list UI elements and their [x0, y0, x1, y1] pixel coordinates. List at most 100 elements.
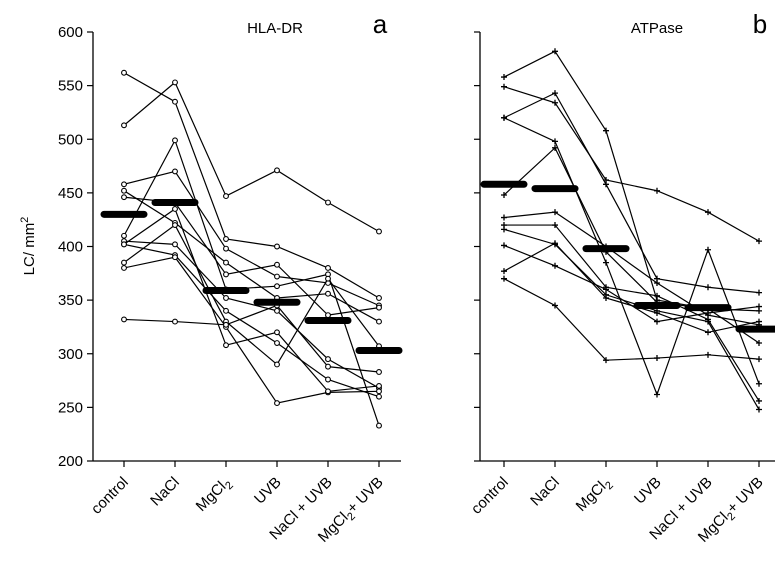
data-point: [172, 98, 178, 105]
x-tick-label-part: + UVB: [724, 474, 767, 517]
series-line: [503, 228, 760, 410]
panel-letter: a: [373, 9, 388, 39]
x-tick-label-part: UVB: [251, 474, 285, 508]
data-point: [172, 206, 178, 212]
x-tick-label-part: NaCl: [147, 474, 183, 510]
series-line: [503, 92, 760, 294]
data-point: [121, 194, 127, 201]
data-point: [325, 265, 331, 271]
y-tick-label: 600: [58, 24, 83, 41]
data-point: [552, 90, 558, 97]
y-tick-label: 400: [58, 239, 83, 256]
data-point: [223, 342, 229, 349]
y-axis-title: LC/ mm2: [19, 217, 38, 276]
data-point: [172, 254, 178, 261]
data-point: [121, 122, 127, 129]
x-tick-label: NaCl: [147, 474, 183, 510]
panel-letter: b: [753, 9, 767, 39]
data-point: [376, 318, 382, 325]
data-point: [325, 199, 331, 206]
x-tick-label-part: + UVB: [344, 474, 387, 517]
data-point: [325, 312, 331, 319]
data-point: [501, 275, 507, 282]
data-point: [705, 351, 711, 358]
data-point: [654, 391, 660, 398]
data-point: [603, 127, 609, 134]
data-point: [376, 382, 382, 389]
data-point: [223, 321, 229, 328]
data-point: [325, 363, 331, 370]
data-point: [376, 388, 382, 395]
data-point: [274, 273, 280, 280]
data-point: [756, 289, 762, 296]
data-point: [223, 307, 229, 314]
data-point: [756, 340, 762, 347]
data-point: [756, 406, 762, 413]
x-tick-label-part: control: [88, 474, 132, 518]
panel-a: 200 250 300 350 400 450 500 550 600 control NaCl Mg…: [19, 9, 403, 546]
data-point: [223, 259, 229, 266]
series-line: [123, 170, 380, 307]
x-tick-label: NaCl: [527, 474, 563, 510]
data-point: [552, 48, 558, 55]
data-point: [501, 114, 507, 121]
data-point: [121, 232, 127, 239]
data-point: [274, 167, 280, 174]
data-point: [325, 356, 331, 363]
data-point: [603, 294, 609, 301]
series-line: [123, 304, 380, 373]
series-line: [503, 211, 760, 326]
data-point: [552, 262, 558, 269]
data-point: [705, 284, 711, 291]
data-point: [223, 271, 229, 278]
data-point: [274, 361, 280, 368]
data-point: [172, 168, 178, 175]
data-point: [501, 83, 507, 90]
data-point: [376, 228, 382, 235]
data-point: [552, 209, 558, 216]
data-point: [325, 290, 331, 297]
data-point: [501, 192, 507, 199]
data-point: [274, 261, 280, 268]
data-point: [705, 209, 711, 216]
y-tick-label: 300: [58, 346, 83, 363]
data-point: [603, 259, 609, 266]
data-point: [172, 318, 178, 325]
series-line: [123, 243, 380, 398]
series-line: [503, 86, 760, 242]
data-point: [121, 265, 127, 271]
data-point: [121, 69, 127, 76]
data-point: [274, 400, 280, 407]
data-point: [274, 243, 280, 250]
data-point: [756, 380, 762, 387]
data-point: [223, 193, 229, 200]
y-axis-title-superscript: 2: [19, 217, 31, 223]
data-point: [376, 422, 382, 429]
data-point: [274, 340, 280, 346]
series-line: [123, 256, 380, 404]
data-point: [552, 240, 558, 247]
data-point: [654, 355, 660, 362]
series-line: [123, 81, 380, 233]
data-point: [552, 99, 558, 106]
series-line: [123, 240, 380, 389]
y-tick-label: 550: [58, 78, 83, 95]
y-tick-label: 250: [58, 399, 83, 416]
panel-title: ATPase: [631, 20, 683, 37]
data-point: [274, 329, 280, 336]
series-line: [123, 138, 380, 426]
data-point: [121, 241, 127, 248]
data-point: [121, 316, 127, 323]
data-point: [552, 222, 558, 229]
series-line: [123, 208, 380, 392]
data-point: [654, 318, 660, 325]
series-line: [503, 50, 760, 344]
x-tick-label: UVB: [251, 474, 285, 508]
data-point: [654, 187, 660, 194]
series-line: [503, 278, 760, 361]
data-point: [603, 286, 609, 293]
data-point: [654, 309, 660, 316]
data-point: [552, 302, 558, 309]
